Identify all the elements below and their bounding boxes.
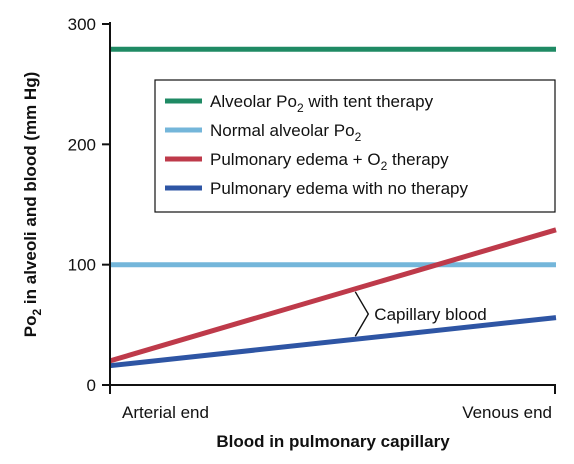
capillary-bracket	[355, 292, 368, 336]
x-categories: Arterial end Venous end	[110, 385, 555, 422]
y-tick-label: 200	[68, 135, 96, 154]
x-axis-title: Blood in pulmonary capillary	[216, 432, 450, 451]
annotation-label: Capillary blood	[374, 305, 486, 324]
y-tick-label: 100	[68, 256, 96, 275]
y-ticks: 0 100 200 300	[68, 15, 110, 395]
legend-label-edema_none: Pulmonary edema with no therapy	[210, 179, 468, 198]
y-tick-label: 300	[68, 15, 96, 34]
x-category-label: Venous end	[462, 403, 552, 422]
y-axis-title: Po2 in alveoli and blood (mm Hg)	[21, 72, 44, 337]
x-category-label: Arterial end	[122, 403, 209, 422]
y-tick-label: 0	[87, 376, 96, 395]
